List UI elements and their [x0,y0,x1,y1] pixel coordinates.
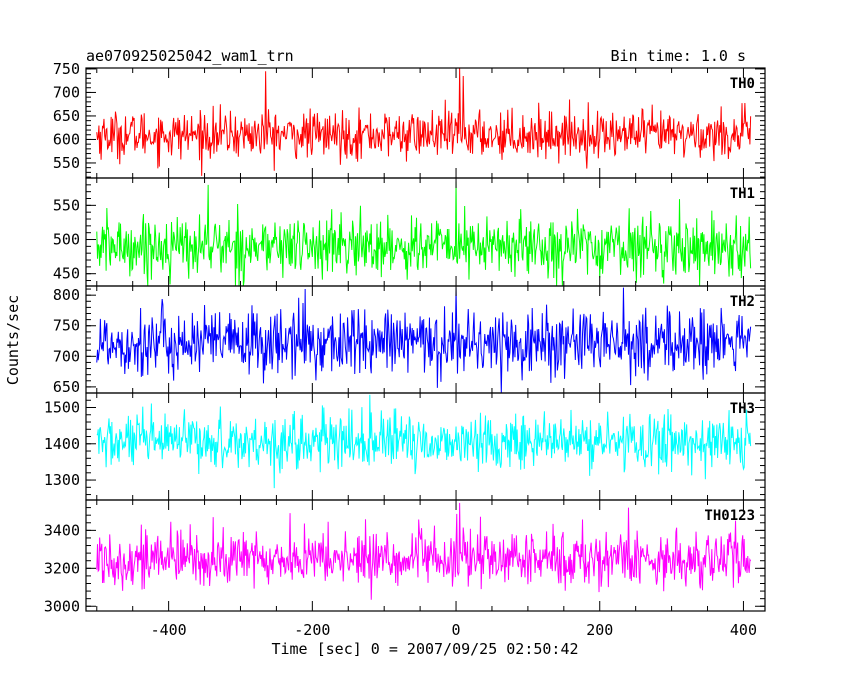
y-tick-label: 1400 [44,435,80,453]
y-tick-label: 650 [53,107,80,125]
y-tick-label: 1500 [44,399,80,417]
y-tick-label: 750 [53,317,80,335]
x-tick-label: 400 [730,621,757,639]
panel-label: TH1 [730,186,755,202]
panel-label: TH2 [730,294,755,310]
panel-label: TH0 [730,76,755,92]
y-tick-label: 800 [53,286,80,304]
series-line-th0123 [96,502,752,600]
x-tick-label: -200 [294,621,330,639]
y-tick-label: 3400 [44,521,80,539]
x-tick-label: 200 [586,621,613,639]
chart-title: ae070925025042_wam1_trn [86,47,294,65]
y-tick-label: 1300 [44,471,80,489]
series-line-th1 [96,181,752,287]
x-axis-title: Time [sec] 0 = 2007/09/25 02:50:42 [271,640,578,658]
x-tick-label: -400 [151,621,187,639]
y-tick-label: 550 [53,196,80,214]
y-tick-label: 750 [53,60,80,78]
y-tick-label: 3000 [44,597,80,615]
y-axis-title: Counts/sec [4,295,22,385]
panel-th0123: 3000 3200 3400 TH0123 [44,499,766,615]
y-tick-label: 500 [53,231,80,249]
y-tick-label: 600 [53,130,80,148]
y-tick-label: 700 [53,83,80,101]
y-tick-label: 3200 [44,559,80,577]
panels-group: 550 600 650 700 750 TH0 450 500 550 TH1 650 700 750 8… [44,60,766,615]
panel-label: TH3 [730,401,755,417]
y-tick-label: 550 [53,154,80,172]
series-line-th0 [96,67,752,176]
series-line-th2 [96,287,752,394]
y-tick-label: 700 [53,347,80,365]
panel-th0: 550 600 650 700 750 TH0 [53,60,766,179]
x-axis: -400 -200 0 200 400 [151,621,757,639]
series-line-th3 [96,394,752,489]
bin-time-label: Bin time: 1.0 s [611,47,746,65]
panel-label: TH0123 [704,508,755,524]
panel-frame [85,499,766,612]
panel-th1: 450 500 550 TH1 [53,177,766,287]
panel-th2: 650 700 750 800 TH2 [53,285,766,396]
panel-th3: 1300 1400 1500 TH3 [44,392,766,501]
y-tick-label: 450 [53,265,80,283]
y-tick-label: 650 [53,378,80,396]
x-tick-label: 0 [452,621,461,639]
